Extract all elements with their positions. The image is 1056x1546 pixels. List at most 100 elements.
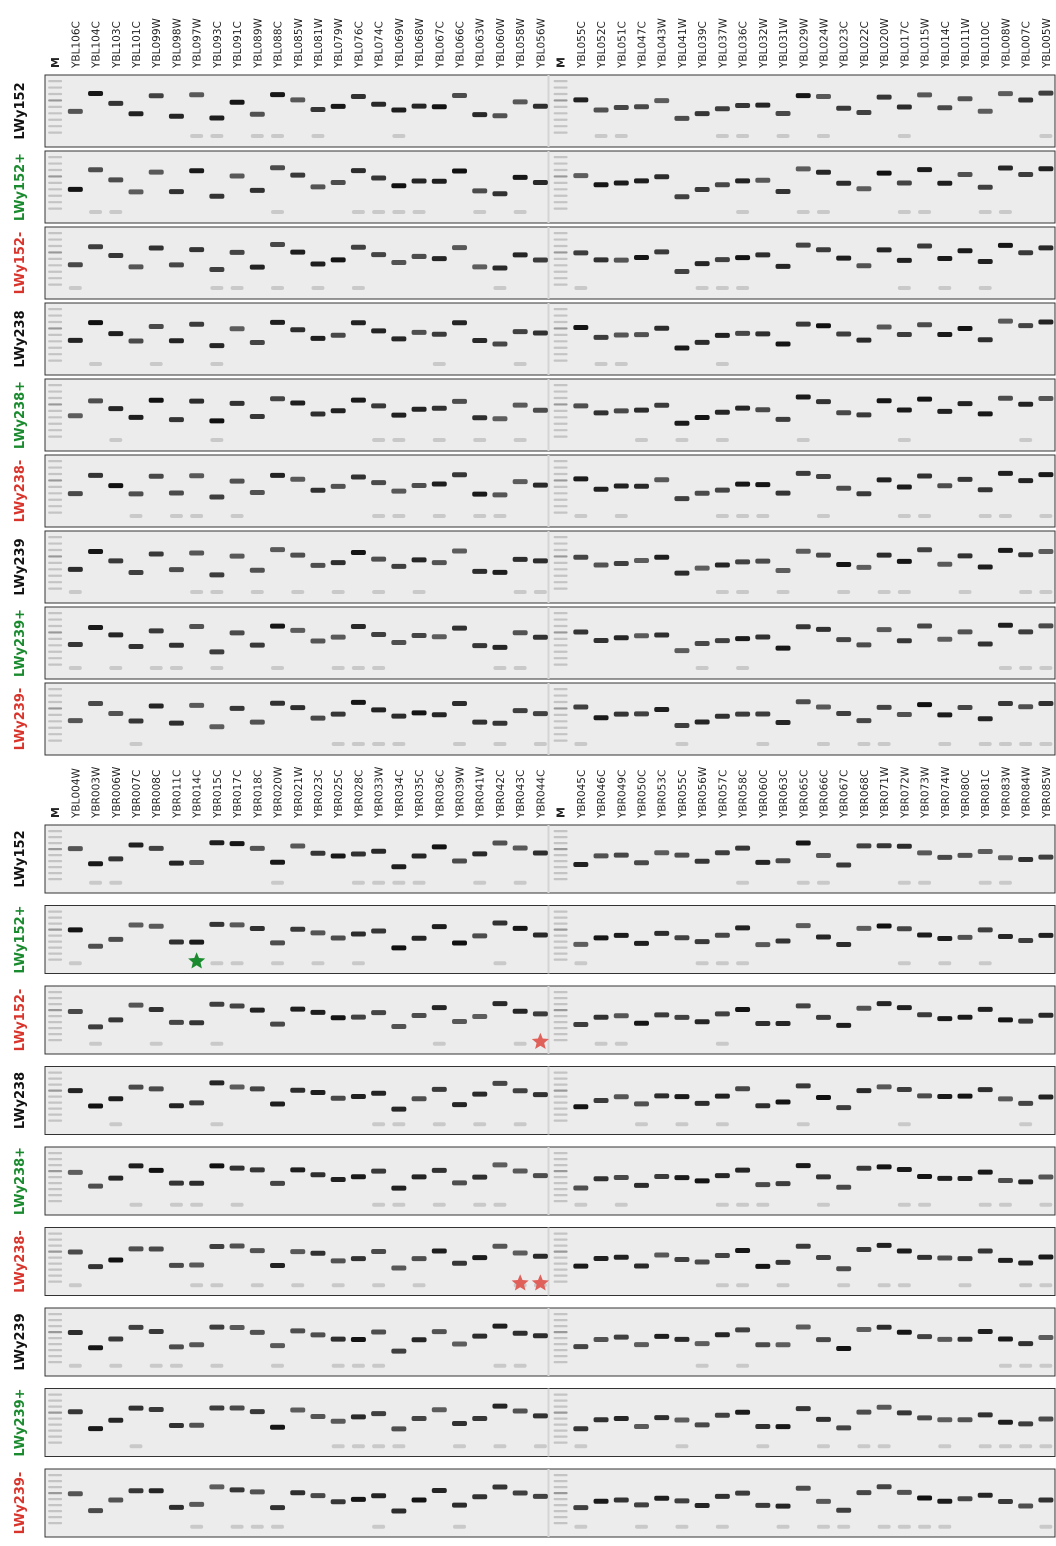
band [512,174,528,180]
band [815,853,831,859]
band [532,1253,548,1259]
band [755,252,771,258]
band [88,1024,104,1030]
band [654,1093,670,1099]
band [613,1334,629,1340]
band [937,408,953,414]
primer-band [978,286,992,291]
primer-band [149,666,163,671]
band [957,172,973,178]
band [371,1168,387,1174]
band [391,260,407,266]
band [735,1409,751,1415]
band [88,943,104,949]
ladder-band [48,1107,63,1110]
band [593,107,609,113]
band [977,1006,993,1012]
band [1018,1421,1034,1427]
primer-band [776,1524,790,1529]
band [674,1498,690,1504]
band [735,1248,751,1254]
band [310,930,326,936]
band [209,649,225,655]
ladder-band [48,1009,63,1012]
band [674,1014,690,1020]
band [1038,623,1054,629]
band [330,257,346,263]
ladder-band [553,251,568,254]
band [371,252,387,258]
ladder-band [553,624,568,628]
row-label: LWy239- [13,688,28,751]
band [573,861,589,867]
ladder-band [553,1349,568,1352]
band [1038,245,1054,251]
primer-band [129,1444,143,1449]
band [775,1424,791,1430]
primer-band [594,362,608,367]
band [795,548,811,554]
ladder-band [48,934,63,937]
primer-band [756,514,770,519]
primer-band [271,961,285,966]
band [411,329,427,335]
lane-label: M [555,57,568,68]
primer-band [634,438,648,443]
band [674,648,690,654]
band [350,851,366,857]
ladder-band [553,359,568,362]
band [492,341,508,347]
primer-band [918,880,932,885]
band [452,858,468,864]
band [714,1493,730,1499]
ladder-band [48,720,63,723]
primer-band [533,742,547,747]
ladder-band [48,1256,63,1259]
row-label: LWy152- [13,232,28,295]
primer-band [1039,1202,1053,1207]
ladder-band [553,1361,568,1364]
band [1018,629,1034,635]
band [694,719,710,725]
band [452,92,468,98]
band [613,332,629,338]
band [189,247,205,253]
primer-band [271,880,285,885]
ladder-band [553,1480,568,1483]
ladder-band [553,830,568,833]
lane-label: YBR014C [192,770,204,819]
primer-band [1039,742,1053,747]
band [310,411,326,417]
ladder-band [553,498,568,501]
band [856,337,872,343]
ladder-band [48,688,63,691]
ladder-band [553,1170,568,1173]
band [755,102,771,108]
primer-band [250,1524,264,1529]
ladder-band [553,1194,568,1197]
primer-band [1039,134,1053,139]
ladder-band [48,168,63,172]
ladder-band [553,1343,568,1346]
band [371,848,387,854]
band [88,244,104,250]
ladder-band [553,320,568,324]
band [229,1165,245,1171]
primer-band [392,742,406,747]
band [249,719,265,725]
band [856,1165,872,1171]
band [330,179,346,185]
lane-label: YBL056W [535,17,547,69]
band [836,180,852,186]
primer-band [169,514,183,519]
primer-band [351,1444,365,1449]
ladder-band [48,277,63,280]
ladder-band [48,713,63,716]
band [997,547,1013,553]
primer-band [594,1041,608,1046]
ladder-band [553,991,568,994]
band [67,566,83,572]
band [512,1168,528,1174]
ladder-band [48,175,63,178]
band [168,1344,184,1350]
